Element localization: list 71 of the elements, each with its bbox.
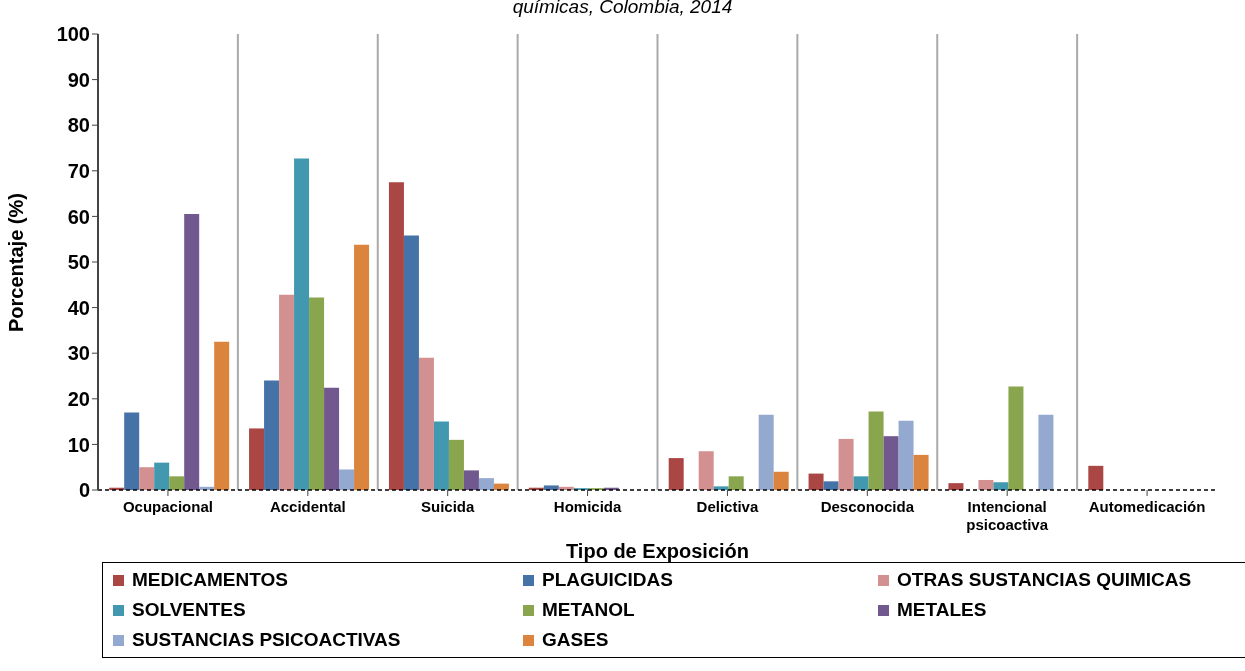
- bar: [403, 235, 419, 490]
- bar: [154, 462, 170, 490]
- bar: [418, 357, 434, 490]
- bar: [668, 458, 684, 490]
- bar: [853, 476, 869, 490]
- y-tick-label: 70: [67, 159, 90, 182]
- bar: [463, 470, 479, 490]
- bar: [898, 420, 914, 490]
- y-tick-label: 20: [67, 387, 90, 410]
- legend-label: MEDICAMENTOS: [132, 569, 288, 591]
- bar: [354, 244, 370, 490]
- bar: [1038, 414, 1054, 490]
- bar: [543, 485, 559, 490]
- bar: [184, 214, 200, 490]
- legend-label: GASES: [542, 629, 609, 651]
- bar: [978, 479, 994, 490]
- bar: [758, 414, 774, 490]
- y-tick-label: 100: [56, 23, 90, 46]
- bar: [249, 428, 265, 490]
- y-tick-label: 50: [67, 251, 90, 274]
- y-tick-label: 80: [67, 114, 90, 137]
- x-tick-label: Delictiva: [696, 498, 759, 515]
- legend-label: OTRAS SUSTANCIAS QUIMICAS: [897, 569, 1192, 591]
- bar: [169, 476, 185, 490]
- bar: [433, 421, 449, 490]
- bar: [139, 467, 155, 490]
- x-tick-label: Intencional psicoactiva: [966, 498, 1049, 533]
- x-tick-label: Automedicación: [1088, 498, 1206, 515]
- x-tick-label: Ocupacional: [122, 498, 213, 515]
- bar: [838, 438, 854, 490]
- legend-label: SUSTANCIAS PSICOACTIVAS: [132, 629, 401, 651]
- x-tick-label: Accidental: [269, 498, 346, 515]
- bar: [124, 412, 140, 490]
- y-tick-label: 90: [67, 68, 90, 91]
- bar: [868, 411, 884, 490]
- bar: [728, 476, 744, 490]
- legend-label: METANOL: [542, 599, 635, 621]
- bar: [913, 454, 929, 490]
- bar: [713, 486, 729, 490]
- bar: [339, 469, 355, 490]
- bar: [773, 471, 789, 490]
- y-tick-label: 10: [67, 433, 90, 456]
- bar: [1008, 386, 1024, 490]
- bar: [823, 481, 839, 490]
- y-tick-label: 40: [67, 296, 90, 319]
- bar: [883, 436, 899, 490]
- legend-label: METALES: [897, 599, 987, 621]
- bar: [294, 158, 310, 490]
- bar: [324, 387, 340, 490]
- x-tick-label: Homicida: [553, 498, 622, 515]
- bar: [478, 478, 494, 490]
- bar: [1088, 465, 1104, 490]
- y-axis-title: Porcentaje (%): [5, 193, 28, 332]
- bar: [214, 341, 230, 490]
- bar: [448, 439, 464, 490]
- legend-label: PLAGUICIDAS: [542, 569, 673, 591]
- bar: [948, 483, 964, 490]
- y-tick-label: 0: [78, 479, 90, 502]
- x-tick-label: Desconocida: [820, 498, 915, 515]
- bar: [698, 451, 714, 490]
- bar: [808, 473, 824, 490]
- bar: [388, 182, 404, 490]
- bar: [993, 482, 1009, 490]
- bar: [309, 297, 325, 490]
- x-tick-label: Suicida: [421, 498, 476, 515]
- bar: [279, 294, 295, 490]
- legend-label: SOLVENTES: [132, 599, 246, 621]
- bar: [264, 380, 280, 490]
- y-tick-label: 30: [67, 342, 90, 365]
- y-tick-label: 60: [67, 205, 90, 228]
- x-axis-title: Tipo de Exposición: [566, 540, 749, 562]
